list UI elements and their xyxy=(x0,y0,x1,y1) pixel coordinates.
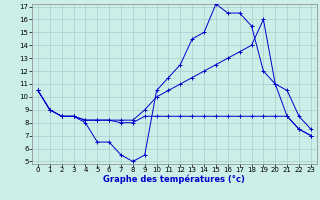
X-axis label: Graphe des températures (°c): Graphe des températures (°c) xyxy=(103,175,245,184)
